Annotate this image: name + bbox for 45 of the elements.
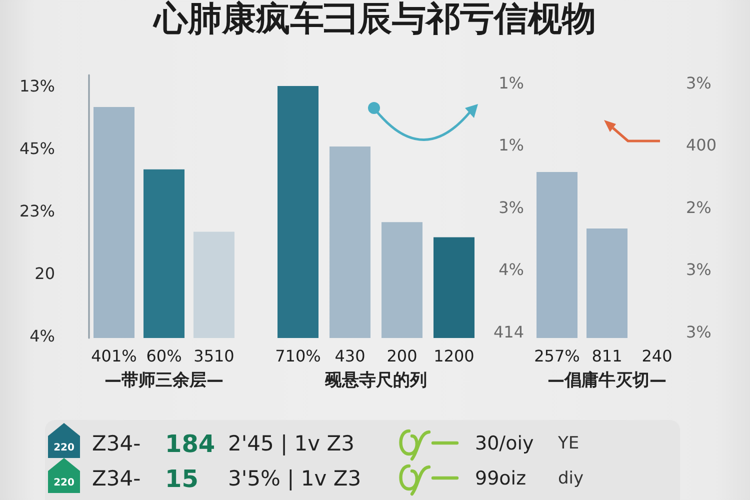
text: 4% bbox=[498, 260, 524, 280]
x-axis-title: 觋悬寺尺的列 bbox=[324, 370, 427, 390]
text: 99oiz bbox=[475, 468, 526, 490]
text: 3% bbox=[686, 322, 712, 342]
x-axis-title: —倡庸牛灭切— bbox=[548, 370, 666, 390]
bar bbox=[434, 237, 474, 338]
text: 20 bbox=[34, 264, 55, 283]
text: 45% bbox=[19, 139, 55, 158]
x-tick-label: 257% bbox=[534, 346, 580, 366]
bar bbox=[330, 146, 370, 338]
x-tick-label: 1200 bbox=[434, 346, 474, 366]
text: 30/oiy bbox=[475, 432, 534, 455]
x-axis-title: —带师三余层— bbox=[104, 370, 224, 390]
text: 1% bbox=[498, 74, 524, 92]
text: 23% bbox=[19, 202, 55, 220]
bar bbox=[382, 222, 422, 338]
x-tick-label: 200 bbox=[386, 346, 418, 366]
text: 400 bbox=[686, 136, 717, 155]
text: 2'45 | 1v Z3 bbox=[228, 431, 354, 456]
text: 2% bbox=[686, 198, 712, 217]
x-tick-label: 710% bbox=[275, 346, 321, 366]
text: 3% bbox=[686, 260, 712, 280]
bar bbox=[278, 86, 318, 338]
text: 3% bbox=[686, 74, 712, 92]
text: 414 bbox=[493, 322, 524, 342]
x-tick-label: 3510 bbox=[194, 346, 234, 366]
x-tick-label: 401% bbox=[91, 346, 137, 366]
text: 220 bbox=[54, 478, 74, 488]
text: 3'5% | 1v Z3 bbox=[228, 466, 362, 491]
text: 15 bbox=[165, 464, 198, 493]
text: 220 bbox=[54, 442, 74, 454]
text: diy bbox=[558, 468, 584, 489]
text: 心肺康疯车彐辰与祁亏信枧物 bbox=[152, 0, 596, 39]
text: Z34- bbox=[92, 466, 141, 491]
x-tick-label: 430 bbox=[334, 346, 366, 366]
text: 13% bbox=[19, 76, 55, 96]
x-tick-label: 811 bbox=[592, 346, 622, 366]
x-tick-label: 60% bbox=[146, 346, 182, 366]
x-tick-label: 240 bbox=[642, 346, 672, 366]
text: 184 bbox=[165, 430, 216, 458]
text: 4% bbox=[30, 326, 55, 346]
text: 1% bbox=[498, 136, 524, 155]
text: Z34- bbox=[92, 431, 141, 456]
text: 3% bbox=[498, 198, 524, 217]
text: YE bbox=[558, 434, 580, 454]
